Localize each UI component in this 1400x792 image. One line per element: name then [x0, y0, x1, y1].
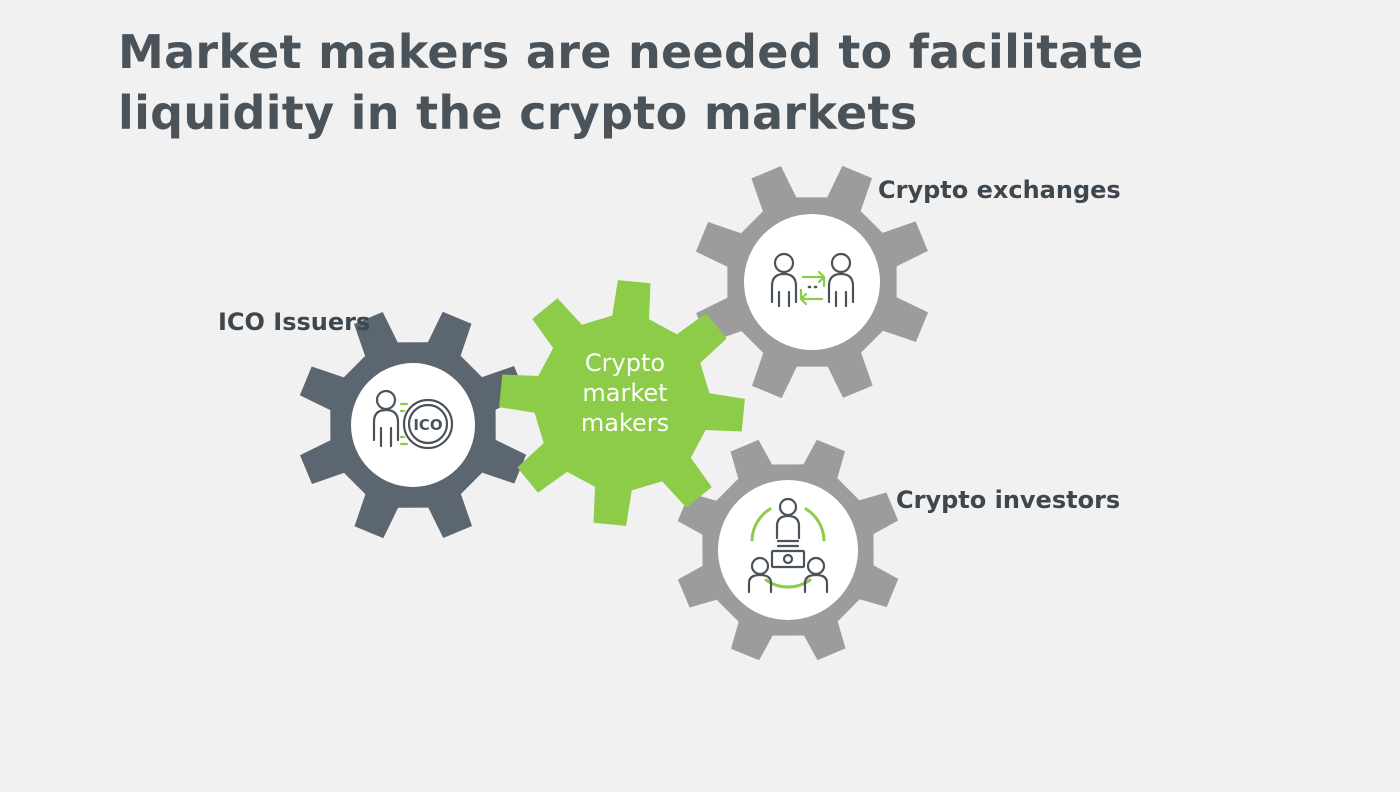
center-label-line: market — [582, 379, 668, 407]
center-label-line: Crypto — [584, 349, 666, 377]
gear-crypto-market-makers — [499, 280, 745, 526]
investor-group-icon — [747, 497, 829, 594]
center-gear-label: Crypto market makers — [545, 348, 705, 438]
person-ico-icon — [372, 389, 454, 450]
label-crypto-investors: Crypto investors — [896, 486, 1121, 514]
page-title: Market makers are needed to facilitate l… — [118, 25, 1144, 140]
center-label-line: makers — [580, 409, 670, 437]
people-exchange-icon — [770, 252, 855, 308]
label-crypto-exchanges: Crypto exchanges — [878, 176, 1121, 204]
ico-badge-text: ICO — [413, 416, 442, 434]
label-ico-issuers: ICO Issuers — [218, 308, 371, 336]
exchanges-icon-disc — [744, 214, 880, 350]
issuers-icon-disc — [351, 363, 475, 487]
